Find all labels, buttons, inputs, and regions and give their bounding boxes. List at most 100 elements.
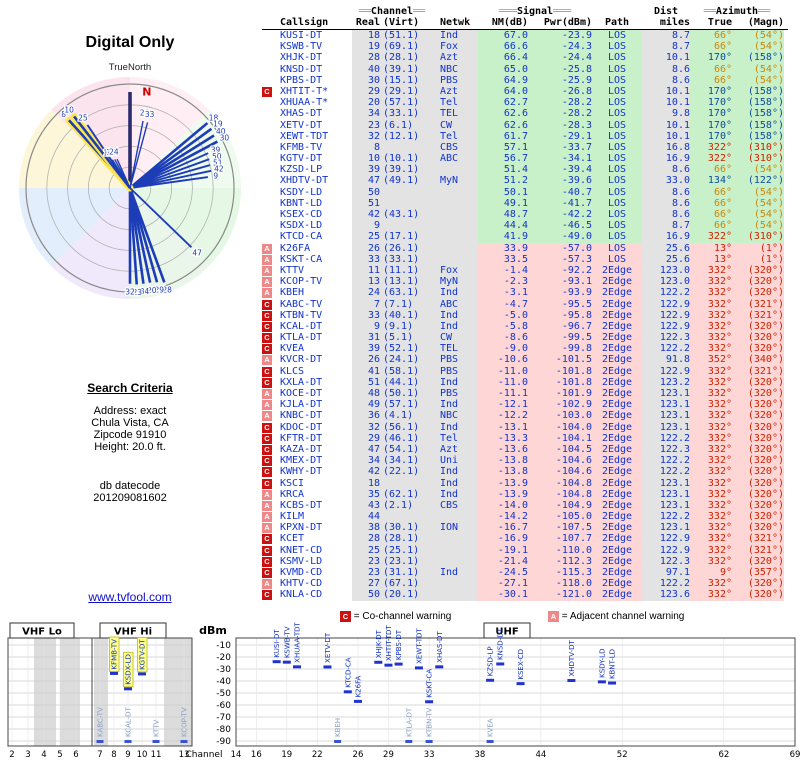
virtual-channel-cell: (6.1) (380, 119, 432, 131)
magnetic-azimuth-cell: (158°) (732, 119, 784, 131)
distance-cell: 122.2 (642, 455, 690, 467)
warning-marker-cell: C (262, 477, 278, 489)
magnetic-azimuth-cell: (54°) (732, 197, 784, 209)
distance-cell: 122.3 (642, 332, 690, 344)
table-row: C KCAL-DT 9 (9.1) Ind -5.8 -96.7 2Edge 122.9 332°… (262, 320, 788, 333)
magnetic-azimuth-cell: (320°) (732, 343, 784, 355)
true-azimuth-cell: 170° (690, 130, 732, 142)
path-cell: 2Edge (592, 343, 642, 355)
network-cell (432, 533, 478, 545)
distance-cell: 8.7 (642, 220, 690, 232)
table-row: C XHTIT-T* 29 (29.1) Azt 64.0 -26.8 LOS 10.1 170°… (262, 85, 788, 98)
warning-marker-cell: A (262, 522, 278, 534)
noise-margin-cell: -19.1 (478, 544, 528, 556)
real-channel-cell: 25 (352, 231, 380, 243)
power-cell: -25.8 (528, 63, 592, 75)
network-cell: CW (432, 332, 478, 344)
callsign-cell: KNSD-DT (278, 63, 352, 75)
distance-cell: 123.1 (642, 488, 690, 500)
search-city-line: Chula Vista, CA (91, 417, 169, 429)
virtual-channel-cell: (46.1) (380, 432, 432, 444)
callsign-cell: KTCD-CA (278, 231, 352, 243)
spoke-channel-label: 11 (103, 148, 113, 157)
channel-tick-label: 2 (9, 750, 14, 760)
magnetic-azimuth-cell: (340°) (732, 354, 784, 366)
warning-marker-cell: A (262, 511, 278, 523)
warning-marker-cell: C (262, 309, 278, 321)
band-label: UHF (495, 627, 518, 638)
adjacent-channel-legend-text: = Adjacent channel warning (561, 611, 685, 622)
virtual-channel-cell: (63.1) (380, 287, 432, 299)
adjacent-channel-badge: A (262, 389, 272, 399)
path-cell: LOS (592, 164, 642, 176)
co-channel-badge: C (340, 611, 351, 622)
real-channel-cell: 9 (352, 220, 380, 232)
station-label: KBNT-LD (609, 649, 617, 679)
callsign-cell: KVEA (278, 343, 352, 355)
noise-margin-cell: -12.2 (478, 410, 528, 422)
table-row: XHUAA-T* 20 (57.1) Tel 62.7 -28.2 LOS 10.1 170°(… (262, 97, 788, 109)
warning-marker-cell: A (262, 287, 278, 299)
table-row: XETV-DT 23 (6.1) CW 62.6 -28.3 LOS 10.1 170° (158… (262, 119, 788, 131)
magnetic-azimuth-cell: (320°) (732, 432, 784, 444)
spoke-channel-label: 50 (212, 152, 222, 161)
table-row: C KVMD-CD 23 (31.1) Ind -24.5 -115.3 2Edge 97.1 9… (262, 567, 788, 579)
adjacent-channel-badge: A (262, 489, 272, 500)
noise-margin-cell: 64.0 (478, 85, 528, 98)
true-azimuth-cell: 332° (690, 376, 732, 388)
magnetic-azimuth-cell: (54°) (732, 30, 784, 42)
power-cell: -99.5 (528, 332, 592, 344)
station-label: KTCD-CA (344, 657, 352, 688)
magnetic-azimuth-cell: (310°) (732, 153, 784, 165)
spoke-channel-label: 19 (213, 120, 223, 129)
true-azimuth-cell: 66° (690, 186, 732, 198)
station-label: XETV-DT (324, 632, 332, 663)
real-channel-cell: 36 (352, 410, 380, 422)
magnetic-azimuth-cell: (320°) (732, 320, 784, 333)
col-real: Real (355, 17, 380, 28)
warning-marker-cell: A (262, 399, 278, 411)
magnetic-azimuth-cell: (320°) (732, 287, 784, 299)
y-axis-tick-label: -70 (216, 713, 231, 723)
channel-tick-label: 5 (57, 750, 62, 760)
true-azimuth-cell: 9° (690, 567, 732, 579)
power-cell: -23.9 (528, 30, 592, 42)
magnetic-azimuth-cell: (321°) (732, 309, 784, 321)
spoke-channel-label: 51 (213, 158, 223, 167)
callsign-cell: KCAL-DT (278, 320, 352, 333)
warning-marker-cell: C (262, 320, 278, 333)
noise-margin-cell: -5.0 (478, 309, 528, 321)
tvfool-link[interactable]: www.tvfool.com (88, 590, 172, 604)
spoke-channel-label: 32 (125, 287, 135, 296)
warning-marker-cell (262, 220, 278, 232)
network-cell: Tel (432, 432, 478, 444)
path-cell: 2Edge (592, 399, 642, 411)
network-cell (432, 220, 478, 232)
station-marker (516, 682, 525, 686)
co-channel-badge: C (262, 590, 272, 601)
callsign-cell: KWHY-DT (278, 466, 352, 478)
table-row: C KLCS 41 (58.1) PBS -11.0 -101.8 2Edge 122.9 332… (262, 365, 788, 377)
distance-cell: 122.2 (642, 343, 690, 355)
magnetic-azimuth-cell: (320°) (732, 399, 784, 411)
true-azimuth-cell: 332° (690, 522, 732, 534)
true-azimuth-cell: 332° (690, 287, 732, 299)
warning-marker-cell (262, 97, 278, 109)
power-cell: -57.0 (528, 242, 592, 254)
network-cell: Ind (432, 421, 478, 433)
path-cell: 2Edge (592, 287, 642, 299)
channel-tick-label: 3 (25, 750, 30, 760)
col-magn: (Magn) (747, 17, 784, 28)
table-row: A KRCA 35 (62.1) Ind -13.9 -104.8 2Edge 123.1 332… (262, 488, 788, 500)
virtual-channel-cell: (54.1) (380, 443, 432, 456)
magnetic-azimuth-cell: (320°) (732, 443, 784, 456)
table-row: C KNET-CD 25 (25.1) -19.1 -110.0 2Edge 122.9 332… (262, 544, 788, 556)
callsign-cell: KSCI (278, 477, 352, 489)
real-channel-cell: 42 (352, 209, 380, 221)
table-row: KSDY-LD 50 50.1 -40.7 LOS 8.6 66° (54°) (262, 186, 788, 198)
callsign-cell: XEWT-TDT (278, 130, 352, 142)
power-cell: -93.1 (528, 276, 592, 288)
warning-marker-cell: C (262, 432, 278, 444)
real-channel-cell: 51 (352, 376, 380, 388)
channel-tick-label: 8 (111, 750, 116, 760)
